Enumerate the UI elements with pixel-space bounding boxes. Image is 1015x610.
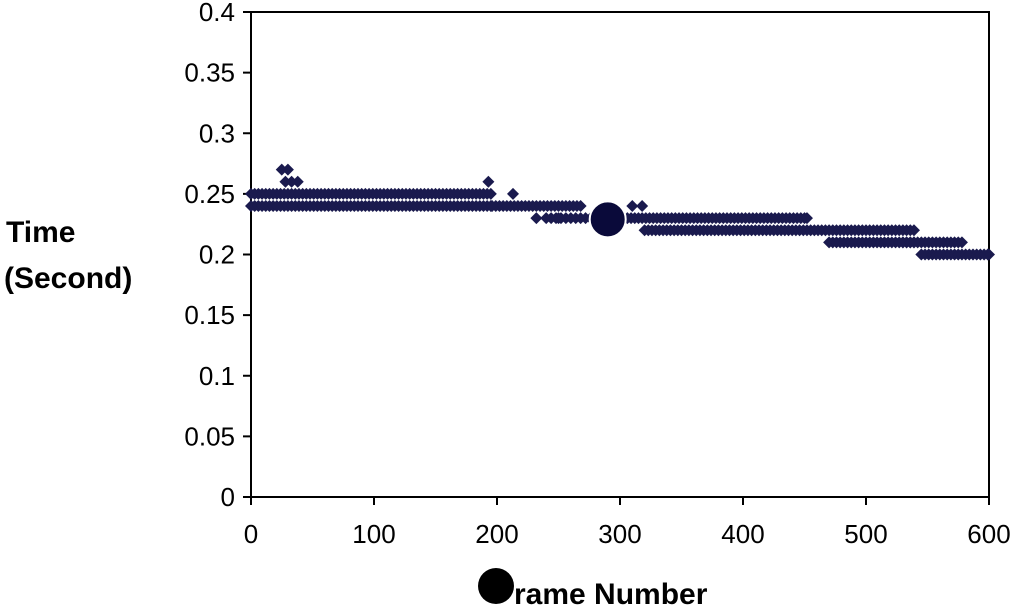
y-tick-label: 0.05: [184, 421, 235, 451]
x-tick-label: 400: [721, 519, 764, 549]
x-tick-label: 600: [967, 519, 1010, 549]
data-point: [285, 175, 298, 188]
data-point: [955, 236, 968, 249]
y-tick-label: 0.25: [184, 179, 235, 209]
data-point: [552, 212, 565, 225]
x-tick-labels: 0 100 200 300 400 500 600: [244, 519, 1011, 549]
y-tick-label: 0.4: [199, 0, 235, 27]
plot-area: [250, 11, 990, 498]
x-tick-marks: [250, 497, 990, 505]
x-tick-label: 200: [475, 519, 518, 549]
x-tick-label: 0: [244, 519, 258, 549]
data-point: [482, 175, 495, 188]
y-tick-label: 0: [221, 482, 235, 512]
y-axis-title-line-2: (Second): [4, 262, 132, 295]
y-tick-labels: 0 0.05 0.1 0.15 0.2 0.25 0.3 0.35 0.4: [184, 0, 235, 512]
data-point: [530, 212, 543, 225]
x-tick-label: 100: [352, 519, 395, 549]
data-point: [275, 163, 288, 176]
data-point: [907, 224, 920, 237]
highlight-marker: [588, 200, 627, 239]
x-tick-label: 500: [844, 519, 887, 549]
data-point: [281, 163, 294, 176]
y-tick-label: 0.35: [184, 58, 235, 88]
data-point: [800, 212, 813, 225]
data-points: [245, 163, 995, 261]
y-tick-label: 0.3: [199, 118, 235, 148]
y-axis-title-line-1: Time: [6, 216, 75, 249]
data-point: [983, 248, 995, 261]
y-tick-label: 0.15: [184, 300, 235, 330]
x-axis-title: rame Number: [514, 578, 708, 610]
data-point: [279, 175, 292, 188]
x-tick-label: 300: [598, 519, 641, 549]
data-point: [506, 187, 519, 200]
y-tick-marks: [243, 11, 251, 498]
y-tick-label: 0.2: [199, 240, 235, 270]
data-point: [636, 200, 649, 212]
data-point: [291, 175, 304, 188]
data-point: [484, 187, 497, 200]
x-axis-title-dot-icon: [478, 568, 514, 604]
data-point: [574, 200, 587, 212]
y-tick-label: 0.1: [199, 361, 235, 391]
data-point: [626, 200, 639, 212]
